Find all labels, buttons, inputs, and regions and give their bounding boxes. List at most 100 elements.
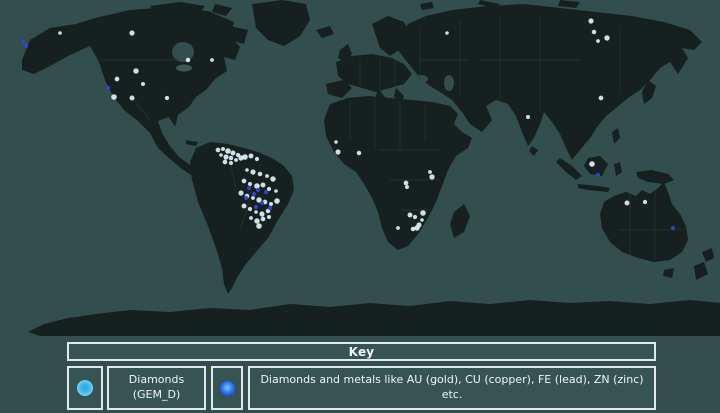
map-marker-gem	[247, 206, 253, 212]
map-marker-gem	[624, 200, 630, 206]
gem-marker-icon	[77, 380, 93, 396]
map-marker-gem	[251, 196, 255, 200]
map-marker-gem	[274, 189, 278, 193]
map-marker-gem	[589, 161, 595, 167]
map-marker-gem	[133, 68, 139, 74]
map-marker-metal	[243, 195, 249, 201]
map-marker-gem	[259, 211, 265, 217]
map-marker-gem	[254, 156, 260, 162]
map-legend: Key Diamonds (GEM_D) Diamonds and metals…	[67, 342, 656, 410]
map-marker-gem	[140, 81, 146, 87]
map-marker-gem	[215, 147, 221, 153]
map-marker-gem	[245, 168, 249, 172]
black-sea	[414, 75, 428, 83]
map-marker-gem	[265, 174, 269, 178]
map-marker-gem	[220, 146, 226, 152]
map-marker-gem	[260, 182, 266, 188]
map-marker-gem	[222, 159, 228, 165]
map-marker-gem	[225, 148, 231, 154]
continent-south-america	[190, 142, 294, 294]
caspian-sea	[444, 75, 454, 91]
map-marker-gem	[270, 176, 276, 182]
map-marker-metal	[595, 172, 601, 178]
map-marker-gem	[403, 180, 409, 186]
map-marker-metal	[263, 189, 269, 195]
map-marker-metal	[246, 185, 252, 191]
map-marker-metal	[267, 205, 273, 211]
antarctica	[28, 300, 720, 336]
map-marker-metal	[20, 39, 26, 45]
map-marker-gem	[445, 31, 449, 35]
map-marker-gem	[412, 214, 418, 220]
map-marker-gem	[642, 199, 648, 205]
deposit-markers	[20, 18, 676, 232]
legend-title-bar: Key	[67, 342, 656, 361]
map-marker-gem	[230, 150, 236, 156]
map-marker-gem	[234, 158, 238, 162]
southeast-asia-islands	[556, 128, 674, 192]
map-marker-gem	[396, 226, 400, 230]
map-marker-gem	[420, 218, 424, 222]
map-marker-gem	[228, 160, 234, 166]
legend-title: Key	[348, 344, 375, 359]
map-marker-gem	[111, 94, 117, 100]
map-marker-gem	[428, 170, 432, 174]
sri-lanka	[529, 146, 538, 156]
map-marker-gem	[596, 39, 600, 43]
legend-label-metal: Diamonds and metals like AU (gold), CU (…	[248, 366, 656, 410]
map-marker-gem	[250, 169, 256, 175]
map-marker-gem	[241, 203, 247, 209]
continent-africa	[324, 96, 472, 250]
map-marker-gem	[254, 218, 260, 224]
map-marker-gem	[274, 198, 280, 204]
legend-symbol-metal	[211, 366, 243, 410]
map-marker-gem	[266, 186, 272, 192]
map-marker-gem	[238, 190, 244, 196]
map-marker-gem	[114, 76, 120, 82]
tasmania-new-zealand	[663, 248, 714, 280]
map-marker-gem	[588, 18, 594, 24]
map-marker-gem	[256, 223, 262, 229]
map-marker-gem	[235, 152, 241, 158]
continent-europe	[316, 16, 412, 106]
map-marker-gem	[223, 154, 229, 160]
map-marker-gem	[604, 35, 610, 41]
map-marker-gem	[414, 225, 420, 231]
map-marker-metal	[251, 191, 257, 197]
great-lakes	[176, 64, 192, 72]
map-marker-gem	[249, 216, 253, 220]
map-marker-gem	[404, 184, 410, 190]
landmasses	[22, 0, 720, 336]
map-marker-gem	[210, 58, 214, 62]
legend-label-gem: Diamonds (GEM_D)	[107, 366, 206, 410]
map-marker-gem	[256, 197, 262, 203]
map-marker-gem	[58, 31, 62, 35]
lakes-and-bays	[172, 42, 454, 91]
map-marker-gem	[591, 29, 597, 35]
map-marker-gem	[260, 216, 266, 222]
map-marker-metal	[670, 225, 676, 231]
map-marker-gem	[356, 150, 362, 156]
continent-asia	[398, 4, 702, 160]
map-marker-gem	[129, 30, 135, 36]
legend-row: Diamonds (GEM_D) Diamonds and metals lik…	[67, 366, 656, 410]
map-marker-gem	[241, 178, 247, 184]
map-marker-gem	[257, 171, 263, 177]
map-marker-gem	[242, 154, 248, 160]
map-marker-gem	[268, 201, 274, 207]
map-marker-gem	[335, 149, 341, 155]
hudson-bay	[172, 42, 194, 62]
legend-symbol-gem	[67, 366, 103, 410]
japan	[642, 80, 656, 104]
map-marker-gem	[219, 153, 223, 157]
map-marker-gem	[254, 210, 258, 214]
greenland	[252, 0, 310, 46]
map-marker-gem	[420, 210, 426, 216]
map-marker-gem	[334, 140, 338, 144]
map-marker-gem	[164, 95, 170, 101]
metal-marker-icon	[219, 380, 235, 396]
map-marker-gem	[410, 226, 416, 232]
map-marker-gem	[598, 95, 604, 101]
